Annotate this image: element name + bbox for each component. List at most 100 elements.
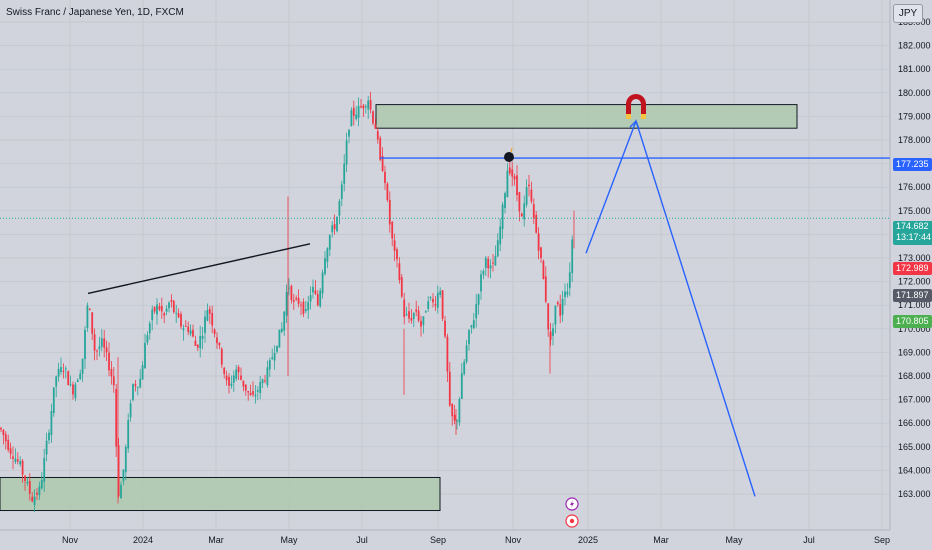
candle-body	[453, 414, 456, 421]
price-tick-label: 181.000	[898, 64, 931, 74]
candle-body	[379, 138, 382, 160]
candle-body	[194, 340, 197, 346]
candle-body	[163, 313, 166, 316]
time-tick-label: Nov	[62, 535, 79, 545]
price-tick-label: 171.000	[898, 300, 931, 310]
candle-body	[216, 337, 218, 344]
currency-button[interactable]: JPY	[893, 4, 923, 23]
candle-body	[261, 379, 264, 384]
candle-body	[436, 292, 439, 308]
candle-body	[484, 257, 487, 268]
candle-body	[568, 272, 571, 289]
price-zone	[0, 476, 441, 512]
candle-body	[148, 323, 151, 334]
time-tick-label: Mar	[208, 535, 224, 545]
candle-body	[103, 338, 106, 348]
target-icon[interactable]	[565, 514, 579, 528]
lightning-icon[interactable]	[565, 497, 579, 511]
candle-body	[74, 384, 77, 399]
candle-body	[84, 329, 86, 360]
candle-body	[331, 225, 334, 233]
time-tick-label: Mar	[653, 535, 669, 545]
candle-body	[182, 328, 185, 331]
candle-body	[48, 432, 50, 441]
candle-body	[465, 345, 468, 362]
candle-body	[364, 106, 367, 108]
candle-body	[427, 301, 430, 309]
candle-body	[412, 312, 415, 319]
candle-body	[410, 317, 413, 321]
candle-body	[328, 235, 331, 250]
candle-body	[24, 475, 26, 482]
candle-body	[542, 260, 545, 279]
candle-body	[489, 265, 492, 269]
candle-body	[55, 376, 58, 387]
candle-body	[429, 297, 432, 299]
candle-body	[439, 291, 442, 295]
candle-body	[184, 325, 187, 327]
candle-body	[33, 496, 36, 506]
level-price-badge: 177.235	[893, 158, 932, 171]
price-tick-label: 164.000	[898, 465, 931, 475]
candle-body	[444, 320, 446, 337]
candle-body	[50, 411, 53, 436]
candle-body	[45, 440, 48, 455]
candle-body	[177, 313, 180, 318]
candle-body	[398, 263, 401, 281]
candle-body	[391, 222, 394, 239]
candle-body	[156, 304, 158, 315]
candle-body	[139, 378, 142, 388]
gray-price-badge: 171.897	[893, 289, 932, 302]
price-axis[interactable]: 183.000182.000181.000180.000179.000178.0…	[898, 17, 931, 499]
supply-demand-zones[interactable]	[0, 104, 798, 512]
candle-body	[532, 204, 535, 219]
candle-body	[446, 336, 449, 372]
candle-body	[136, 387, 139, 389]
candle-body	[98, 346, 101, 350]
price-tick-label: 170.000	[898, 324, 931, 334]
candle-body	[456, 420, 458, 422]
candle-body	[100, 338, 103, 347]
candle-body	[504, 193, 506, 209]
price-tick-label: 163.000	[898, 489, 931, 499]
drawings[interactable]	[0, 118, 890, 497]
candle-body	[297, 297, 300, 304]
candle-body	[76, 379, 79, 383]
candle-body	[242, 380, 245, 387]
candle-body	[571, 239, 574, 274]
candle-body	[81, 358, 84, 374]
candle-body	[168, 302, 170, 309]
candle-body	[405, 314, 408, 316]
price-tick-label: 175.000	[898, 206, 931, 216]
candle-body	[336, 216, 338, 232]
candle-body	[232, 375, 235, 383]
candle-body	[388, 199, 391, 225]
candle-body	[304, 309, 307, 312]
last-price-value: 174.682	[896, 221, 929, 231]
time-axis[interactable]: Nov 2024 Mar May Jul Sep Nov 2025 Mar May Jul Sep	[62, 535, 890, 545]
candle-body	[480, 274, 482, 292]
candle-body	[127, 419, 130, 449]
candle-body	[268, 360, 271, 370]
candle-body	[511, 169, 514, 177]
candle-body	[549, 331, 552, 340]
candle-body	[36, 492, 38, 495]
price-tick-label: 166.000	[898, 418, 931, 428]
symbol-title[interactable]: Swiss Franc / Japanese Yen, 1D, FXCM	[6, 7, 184, 18]
candle-body	[554, 305, 557, 325]
candle-body	[319, 290, 322, 307]
candle-body	[475, 304, 478, 319]
candle-body	[333, 224, 336, 230]
candle-body	[302, 301, 305, 314]
bomb-icon	[504, 147, 514, 162]
candle-body	[520, 213, 523, 217]
candle-body	[280, 328, 283, 332]
candle-body	[12, 456, 14, 459]
candle-body	[374, 124, 377, 129]
candle-body	[420, 320, 422, 327]
candle-body	[528, 184, 530, 187]
price-tick-label: 178.000	[898, 135, 931, 145]
candle-body	[372, 111, 374, 124]
candle-body	[19, 461, 22, 465]
